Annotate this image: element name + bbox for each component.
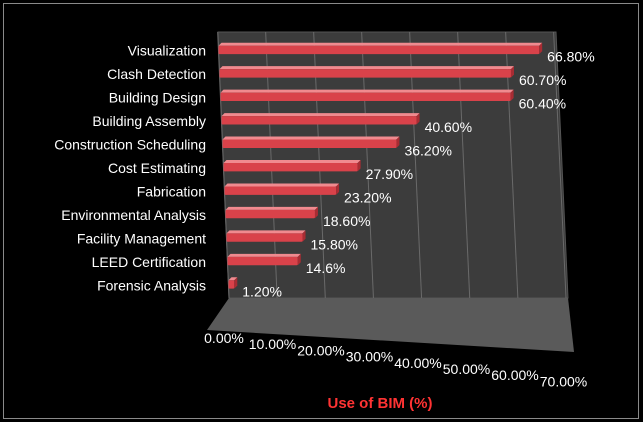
x-tick-label: 50.00% (443, 361, 490, 377)
bar-front-face (227, 256, 298, 266)
chart-floor (207, 298, 574, 352)
data-label: 14.6% (306, 260, 346, 276)
data-label: 60.70% (519, 72, 566, 88)
bar-top-face (220, 89, 514, 93)
bar-leed-certification (227, 253, 301, 266)
data-label: 40.60% (425, 119, 472, 135)
bar-end-cap (510, 89, 514, 102)
bar-top-face (221, 113, 420, 117)
bar-end-cap (396, 136, 400, 148)
bar-environmental-analysis (225, 206, 318, 219)
data-label: 66.80% (547, 49, 594, 65)
data-labels: 66.80% 60.70% 60.40% 40.60% 36.20% 27.90% 23.2… (242, 49, 594, 300)
bar-front-face (223, 163, 358, 172)
bar-facility-management (226, 230, 306, 242)
x-tick-label: 10.00% (249, 336, 296, 352)
bar-top-face (226, 230, 306, 234)
bar-building-assembly (221, 113, 420, 125)
bar-front-face (220, 92, 511, 102)
bar-end-cap (510, 66, 514, 78)
x-tick-label: 20.00% (297, 342, 344, 358)
bar-front-face (226, 233, 303, 242)
bar-front-face (219, 69, 511, 78)
x-tick-label: 70.00% (540, 373, 587, 389)
category-labels: Visualization Clash Detection Building Des… (54, 43, 206, 294)
bar-end-cap (416, 113, 420, 125)
bar-forensic-analysis (228, 277, 238, 289)
data-label: 1.20% (242, 283, 282, 299)
bar-building-design (220, 89, 514, 102)
x-tick-label: 60.00% (491, 367, 538, 383)
bars (218, 42, 543, 289)
bar-top-face (218, 42, 543, 46)
bar-top-face (228, 277, 238, 281)
bar-end-cap (302, 230, 306, 242)
data-label: 36.20% (404, 143, 451, 159)
bar-top-face (219, 66, 514, 70)
x-tick-label: 30.00% (346, 349, 393, 365)
bar-clash-detection (219, 66, 514, 78)
category-label: Construction Scheduling (54, 137, 206, 153)
bar-end-cap (314, 206, 318, 219)
category-label: Forensic Analysis (97, 277, 206, 293)
category-label: Environmental Analysis (61, 207, 206, 223)
bar-front-face (225, 209, 315, 219)
bar-top-face (225, 206, 318, 210)
x-tick-label: 40.00% (394, 355, 441, 371)
bar-end-cap (234, 277, 238, 289)
category-label: LEED Certification (92, 254, 206, 270)
bar-end-cap (539, 42, 543, 55)
bar-front-face (224, 186, 337, 195)
category-label: Facility Management (77, 230, 206, 246)
x-tick-label: 0.00% (204, 330, 244, 346)
bar-front-face (218, 45, 540, 55)
bar-end-cap (297, 253, 301, 266)
bar-top-face (227, 253, 301, 257)
bar-front-face (228, 280, 235, 289)
bar-end-cap (336, 183, 340, 195)
category-label: Building Design (109, 90, 206, 106)
bar-front-face (221, 116, 417, 125)
bar-front-face (222, 139, 397, 148)
category-label: Clash Detection (107, 66, 206, 82)
data-label: 27.90% (366, 166, 413, 182)
data-label: 23.20% (344, 189, 391, 205)
x-tick-labels: 0.00% 10.00% 20.00% 30.00% 40.00% 50.00% 60.00… (204, 330, 587, 389)
category-label: Cost Estimating (108, 160, 206, 176)
bar-top-face (222, 136, 400, 140)
bar-fabrication (224, 183, 340, 195)
x-axis-title: Use of BIM (%) (328, 395, 433, 412)
data-label: 18.60% (323, 213, 370, 229)
bar-construction-scheduling (222, 136, 400, 148)
bar-top-face (223, 160, 361, 163)
data-label: 60.40% (519, 96, 566, 112)
bar-visualization (218, 42, 543, 55)
bar-top-face (224, 183, 340, 187)
category-label: Building Assembly (92, 113, 206, 129)
gridline (553, 31, 567, 299)
data-label: 15.80% (311, 236, 358, 252)
bar-cost-estimating (223, 160, 361, 172)
category-label: Fabrication (137, 183, 206, 199)
bar-end-cap (357, 160, 361, 172)
category-label: Visualization (128, 43, 206, 59)
